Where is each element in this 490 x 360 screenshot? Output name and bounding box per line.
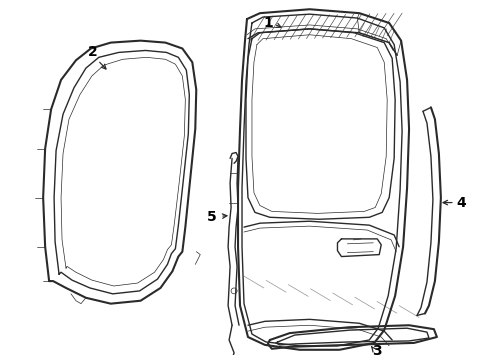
- Text: 1: 1: [263, 16, 273, 30]
- Text: 5: 5: [207, 210, 217, 224]
- Text: 4: 4: [456, 195, 466, 210]
- Text: 3: 3: [372, 344, 382, 358]
- Text: 2: 2: [88, 45, 98, 59]
